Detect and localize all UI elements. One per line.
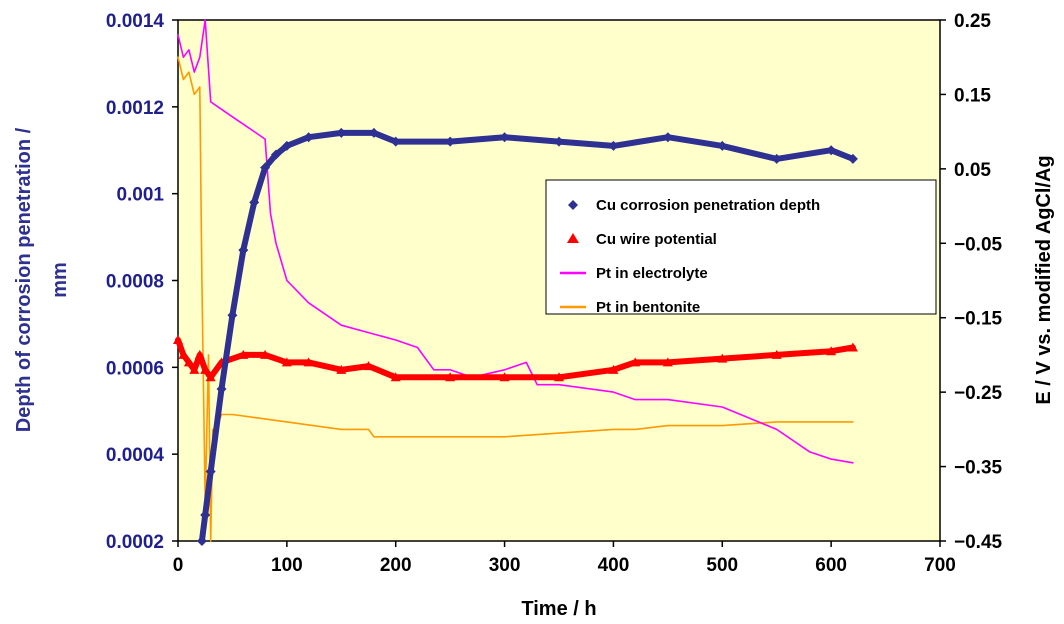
series-line [177, 19, 854, 464]
data-point [717, 353, 728, 363]
data-point [390, 136, 401, 147]
right-axis-title: E / V vs. modified AgCl/Ag [1033, 155, 1055, 404]
legend-label: Pt in bentonite [596, 299, 700, 316]
x-axis-title: Time / h [521, 598, 596, 620]
data-point [662, 132, 673, 143]
y-right-tick-label: −0.05 [954, 234, 1003, 255]
data-point [847, 342, 858, 352]
data-point [249, 197, 260, 208]
data-point [303, 132, 314, 143]
data-point [281, 357, 292, 367]
y-right-tick-label: −0.25 [954, 383, 1003, 404]
data-point [238, 245, 249, 256]
data-point [227, 310, 238, 321]
x-tick-label: 400 [598, 555, 630, 576]
y-right-tick-label: 0.25 [954, 11, 991, 32]
series-line [177, 56, 854, 542]
x-tick-label: 100 [271, 555, 303, 576]
y-left-tick-label: 0.0006 [106, 358, 164, 379]
data-point [717, 140, 728, 151]
data-point [303, 357, 314, 367]
legend: Cu corrosion penetration depth Cu wire po… [545, 179, 937, 316]
data-point [771, 349, 782, 359]
x-tick-label: 600 [815, 555, 847, 576]
x-tick-label: 500 [706, 555, 738, 576]
series-pt-in-bentonite [177, 56, 854, 542]
data-point [196, 536, 207, 546]
legend-label: Cu corrosion penetration depth [596, 197, 820, 214]
data-point [630, 357, 641, 367]
data-point [363, 361, 374, 371]
data-point [205, 372, 216, 382]
y-left-tick-label: 0.0004 [106, 445, 165, 466]
data-point [205, 466, 216, 477]
y-right-tick-label: −0.15 [954, 309, 1003, 330]
data-point [499, 132, 510, 143]
data-point [200, 509, 211, 520]
data-point [826, 145, 837, 156]
left-axis-title: Depth of corrosion penetration / mm [13, 127, 71, 432]
x-tick-label: 200 [380, 555, 412, 576]
data-point [178, 349, 189, 359]
data-point [336, 364, 347, 374]
data-point [499, 372, 510, 382]
data-point [554, 136, 564, 147]
legend-item-cu-corrosion-penetration-depth: Cu corrosion penetration depth [568, 197, 820, 214]
data-point [368, 127, 379, 138]
series-pt-in-electrolyte [177, 19, 854, 464]
x-tick-label: 300 [489, 555, 521, 576]
data-point [194, 349, 205, 359]
y-left-tick-label: 0.0014 [106, 11, 165, 32]
data-point [238, 349, 249, 359]
data-point [771, 153, 782, 164]
legend-label: Cu wire potential [596, 231, 717, 248]
y-right-tick-label: 0.05 [954, 160, 991, 181]
y-left-tick-label: 0.0008 [106, 272, 164, 293]
data-point [445, 136, 456, 147]
left-axis-title-line2: mm [49, 262, 71, 298]
legend-swatch [567, 233, 579, 243]
data-point [847, 153, 858, 164]
data-point [336, 127, 347, 138]
data-point [260, 349, 271, 359]
data-point [173, 335, 183, 345]
tick-labels: 0 100 200 300 400 500 600 700 0.0002 0.0004 0.0006… [106, 11, 1003, 576]
y-right-tick-label: 0.15 [954, 85, 991, 106]
x-tick-label: 700 [924, 555, 956, 576]
data-point [445, 372, 456, 382]
legend-box [545, 179, 937, 315]
series-cu-wire-potential [173, 335, 858, 382]
data-point [260, 162, 271, 173]
y-right-tick-label: −0.45 [954, 532, 1003, 553]
data-point [216, 384, 227, 395]
y-left-tick-label: 0.001 [116, 185, 164, 206]
y-left-tick-label: 0.0012 [106, 98, 164, 119]
data-point [281, 140, 292, 151]
series-layer [173, 19, 858, 546]
data-point [554, 372, 564, 382]
tick-marks [172, 19, 946, 547]
data-point [189, 364, 200, 374]
y-left-tick-label: 0.0002 [106, 532, 164, 553]
legend-item-pt-in-electrolyte: Pt in electrolyte [560, 265, 708, 282]
legend-item-pt-in-bentonite: Pt in bentonite [560, 299, 700, 316]
y-right-tick-label: −0.35 [954, 458, 1003, 479]
data-point [662, 357, 673, 367]
left-axis-title-line1: Depth of corrosion penetration / [13, 127, 35, 432]
x-tick-label: 0 [173, 555, 184, 576]
data-point [270, 149, 281, 160]
data-point [390, 372, 401, 382]
series-cu-corrosion-penetration-depth [196, 127, 858, 546]
legend-swatch [568, 200, 578, 210]
legend-item-cu-wire-potential: Cu wire potential [567, 231, 717, 248]
data-point [826, 346, 837, 356]
legend-label: Pt in electrolyte [596, 265, 708, 282]
data-point [200, 364, 211, 374]
data-point [608, 364, 619, 374]
data-point [183, 357, 194, 367]
data-point [608, 140, 619, 151]
